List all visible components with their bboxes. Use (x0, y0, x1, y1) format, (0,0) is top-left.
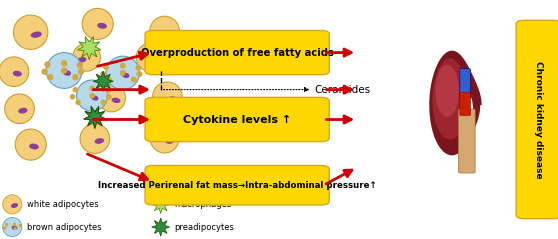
Ellipse shape (72, 74, 79, 80)
Ellipse shape (152, 82, 182, 112)
Text: preadipocytes: preadipocytes (174, 223, 234, 232)
Ellipse shape (0, 57, 29, 87)
Ellipse shape (103, 64, 109, 70)
Ellipse shape (3, 217, 22, 237)
Ellipse shape (73, 43, 100, 71)
Polygon shape (152, 218, 170, 236)
Ellipse shape (41, 69, 48, 75)
Ellipse shape (3, 226, 6, 230)
Ellipse shape (5, 223, 8, 226)
Ellipse shape (75, 99, 81, 105)
Polygon shape (429, 51, 482, 155)
Ellipse shape (78, 58, 86, 62)
FancyBboxPatch shape (145, 166, 329, 205)
Ellipse shape (13, 223, 16, 226)
Ellipse shape (13, 15, 48, 49)
Ellipse shape (78, 69, 84, 75)
Ellipse shape (151, 58, 159, 62)
Text: white adipocytes: white adipocytes (27, 200, 98, 209)
Ellipse shape (47, 74, 54, 80)
Text: Cytokine levels ↑: Cytokine levels ↑ (183, 114, 291, 125)
Text: brown adipocytes: brown adipocytes (27, 223, 102, 232)
Ellipse shape (150, 16, 180, 46)
Ellipse shape (80, 124, 110, 153)
Ellipse shape (106, 56, 140, 90)
Ellipse shape (122, 73, 129, 77)
Polygon shape (93, 71, 113, 91)
Ellipse shape (61, 67, 68, 74)
Polygon shape (435, 65, 459, 117)
FancyBboxPatch shape (145, 98, 329, 141)
Ellipse shape (73, 87, 78, 92)
FancyBboxPatch shape (516, 20, 558, 219)
Ellipse shape (95, 139, 103, 143)
Ellipse shape (136, 65, 141, 71)
Ellipse shape (100, 71, 106, 77)
Ellipse shape (112, 98, 120, 102)
Ellipse shape (120, 70, 126, 76)
Text: Chronic kidney disease: Chronic kidney disease (534, 61, 543, 178)
Ellipse shape (89, 93, 95, 98)
Ellipse shape (18, 224, 22, 227)
Ellipse shape (64, 71, 70, 75)
Ellipse shape (12, 204, 17, 207)
Text: Increased Perirenal fat mass→Intra-abdominal pressure↑: Increased Perirenal fat mass→Intra-abdom… (98, 181, 377, 190)
Ellipse shape (13, 227, 17, 230)
Ellipse shape (461, 94, 473, 126)
Ellipse shape (30, 144, 38, 149)
Ellipse shape (76, 80, 108, 111)
Ellipse shape (89, 86, 95, 91)
Ellipse shape (106, 94, 112, 100)
Text: macrophages: macrophages (174, 200, 232, 209)
Ellipse shape (136, 43, 165, 72)
Ellipse shape (100, 99, 106, 105)
Ellipse shape (137, 71, 142, 77)
Polygon shape (432, 58, 468, 140)
Text: Overproduction of free fatty acids: Overproduction of free fatty acids (141, 48, 334, 58)
FancyBboxPatch shape (460, 92, 470, 115)
Ellipse shape (61, 60, 68, 67)
Ellipse shape (150, 124, 179, 153)
Ellipse shape (165, 139, 173, 143)
Ellipse shape (15, 129, 46, 160)
Ellipse shape (12, 226, 17, 229)
Ellipse shape (82, 8, 113, 39)
Ellipse shape (105, 87, 110, 93)
Ellipse shape (131, 76, 137, 83)
FancyBboxPatch shape (460, 69, 470, 99)
FancyBboxPatch shape (145, 31, 329, 75)
Ellipse shape (106, 76, 112, 83)
Ellipse shape (165, 31, 173, 36)
Ellipse shape (31, 32, 41, 37)
Polygon shape (152, 195, 170, 213)
Ellipse shape (98, 84, 126, 112)
FancyBboxPatch shape (458, 109, 475, 173)
Ellipse shape (120, 63, 126, 69)
Ellipse shape (3, 195, 22, 214)
Polygon shape (84, 106, 106, 129)
Ellipse shape (13, 71, 21, 76)
Ellipse shape (168, 97, 176, 101)
Ellipse shape (19, 109, 27, 113)
Ellipse shape (44, 61, 51, 68)
Ellipse shape (92, 96, 98, 100)
Text: Ceramides: Ceramides (314, 85, 371, 95)
Ellipse shape (46, 53, 82, 88)
Ellipse shape (76, 62, 83, 69)
Ellipse shape (4, 94, 35, 124)
Ellipse shape (98, 24, 106, 28)
Ellipse shape (70, 94, 75, 100)
Polygon shape (78, 37, 101, 60)
